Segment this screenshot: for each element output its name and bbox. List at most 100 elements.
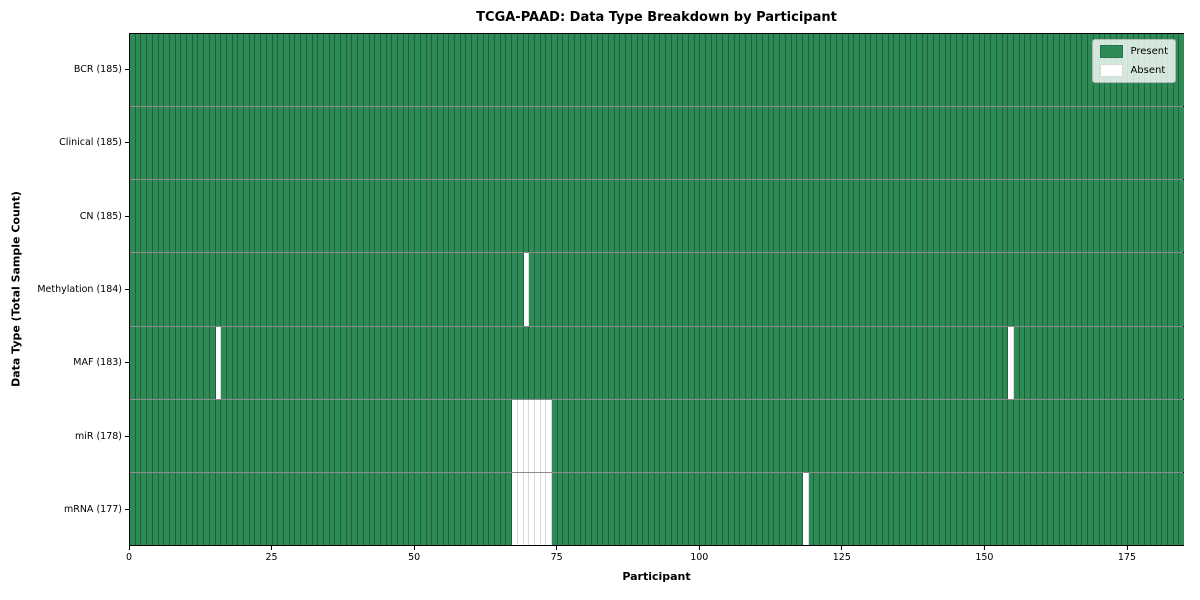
heatmap-cell-mir-participant-105 — [728, 399, 735, 472]
heatmap-cell-maf-participant-53 — [432, 326, 438, 399]
y-tick-mark — [125, 142, 129, 144]
heatmap-cell-maf-participant-76 — [563, 326, 570, 399]
heatmap-cell-cn-participant-115 — [785, 180, 792, 253]
heatmap-cell-bcr-participant-73 — [546, 34, 553, 107]
heatmap-cell-methylation-participant-166 — [1076, 253, 1083, 326]
heatmap-cell-cn-participant-61 — [477, 180, 484, 253]
heatmap-cell-methylation-participant-155 — [1013, 253, 1020, 326]
heatmap-cell-clinical-participant-21 — [249, 107, 256, 180]
heatmap-cell-mrna-participant-91 — [648, 472, 655, 545]
heatmap-cell-mir-participant-111 — [763, 399, 769, 472]
heatmap-cell-mir-participant-46 — [392, 399, 399, 472]
heatmap-cell-clinical-participant-69 — [523, 107, 530, 180]
heatmap-cell-mir-participant-77 — [569, 399, 575, 472]
heatmap-cell-clinical-participant-125 — [842, 107, 849, 180]
heatmap-cell-mir-participant-6 — [164, 399, 170, 472]
heatmap-cell-cn-participant-160 — [1042, 180, 1049, 253]
heatmap-cell-maf-participant-52 — [426, 326, 433, 399]
heatmap-cell-bcr-participant-129 — [865, 34, 872, 107]
heatmap-cell-bcr-participant-31 — [306, 34, 313, 107]
heatmap-cell-mrna-participant-88 — [631, 472, 638, 545]
heatmap-cell-mrna-participant-47 — [398, 472, 404, 545]
heatmap-cell-cn-participant-141 — [934, 180, 940, 253]
heatmap-cell-maf-participant-14 — [209, 326, 216, 399]
heatmap-cell-clinical-participant-107 — [740, 107, 746, 180]
heatmap-cell-methylation-participant-123 — [831, 253, 838, 326]
heatmap-cell-clinical-participant-105 — [728, 107, 735, 180]
heatmap-cell-maf-participant-86 — [620, 326, 627, 399]
heatmap-cell-mrna-participant-148 — [974, 472, 980, 545]
heatmap-cell-maf-participant-48 — [403, 326, 410, 399]
heatmap-cell-clinical-participant-183 — [1173, 107, 1180, 180]
heatmap-cell-mrna-participant-58 — [460, 472, 467, 545]
heatmap-cell-maf-participant-182 — [1167, 326, 1174, 399]
heatmap-cell-methylation-participant-184 — [1179, 253, 1185, 326]
heatmap-cell-mir-participant-19 — [238, 399, 245, 472]
heatmap-cell-clinical-participant-101 — [706, 107, 712, 180]
heatmap-cell-mir-participant-114 — [780, 399, 786, 472]
heatmap-cell-cn-participant-19 — [238, 180, 245, 253]
heatmap-cell-clinical-participant-56 — [449, 107, 456, 180]
heatmap-cell-bcr-participant-123 — [831, 34, 838, 107]
heatmap-cell-maf-participant-167 — [1082, 326, 1089, 399]
heatmap-cell-maf-participant-153 — [1002, 326, 1009, 399]
heatmap-cell-clinical-participant-133 — [888, 107, 895, 180]
heatmap-cell-methylation-participant-67 — [512, 253, 518, 326]
y-tick-label-methylation: Methylation (184) — [37, 283, 122, 295]
heatmap-cell-mrna-participant-105 — [728, 472, 735, 545]
heatmap-cell-mir-participant-95 — [671, 399, 678, 472]
heatmap-cell-maf-participant-108 — [745, 326, 752, 399]
heatmap-cell-maf-participant-115 — [785, 326, 792, 399]
heatmap-cell-mir-participant-155 — [1013, 399, 1020, 472]
heatmap-cell-clinical-participant-141 — [934, 107, 940, 180]
heatmap-cell-bcr-participant-128 — [860, 34, 866, 107]
heatmap-cell-methylation-participant-39 — [352, 253, 359, 326]
heatmap-cell-clinical-participant-104 — [723, 107, 729, 180]
heatmap-cell-mrna-participant-28 — [289, 472, 296, 545]
heatmap-cell-mir-participant-130 — [871, 399, 878, 472]
heatmap-cell-methylation-participant-176 — [1133, 253, 1140, 326]
heatmap-cell-methylation-participant-139 — [922, 253, 929, 326]
heatmap-cell-maf-participant-20 — [244, 326, 250, 399]
heatmap-cell-mir-participant-170 — [1099, 399, 1106, 472]
heatmap-cell-bcr-participant-148 — [974, 34, 980, 107]
heatmap-cell-mrna-participant-170 — [1099, 472, 1106, 545]
heatmap-cell-mrna-participant-101 — [706, 472, 712, 545]
heatmap-cell-mrna-participant-141 — [934, 472, 940, 545]
heatmap-cell-clinical-participant-42 — [369, 107, 376, 180]
heatmap-cell-methylation-participant-179 — [1150, 253, 1157, 326]
heatmap-cell-mrna-participant-146 — [962, 472, 969, 545]
heatmap-cell-mrna-participant-134 — [894, 472, 900, 545]
heatmap-cell-clinical-participant-149 — [979, 107, 986, 180]
heatmap-cell-mir-participant-36 — [335, 399, 342, 472]
heatmap-cell-mir-participant-12 — [198, 399, 205, 472]
heatmap-cell-mrna-participant-72 — [540, 472, 547, 545]
heatmap-cell-cn-participant-162 — [1053, 180, 1060, 253]
heatmap-cell-maf-participant-73 — [546, 326, 553, 399]
heatmap-cell-cn-participant-176 — [1133, 180, 1140, 253]
heatmap-cell-clinical-participant-85 — [614, 107, 621, 180]
heatmap-cell-mrna-participant-30 — [301, 472, 307, 545]
heatmap-cell-maf-participant-172 — [1110, 326, 1117, 399]
heatmap-cell-methylation-participant-75 — [557, 253, 564, 326]
heatmap-cell-methylation-participant-68 — [517, 253, 524, 326]
heatmap-cell-cn-participant-178 — [1145, 180, 1151, 253]
heatmap-cell-methylation-participant-58 — [460, 253, 467, 326]
y-tick-label-maf: MAF (183) — [73, 357, 122, 369]
heatmap-cell-mrna-participant-2 — [141, 472, 148, 545]
heatmap-cell-clinical-participant-72 — [540, 107, 547, 180]
heatmap-cell-methylation-participant-156 — [1019, 253, 1026, 326]
heatmap-cell-clinical-participant-116 — [791, 107, 798, 180]
heatmap-cell-clinical-participant-156 — [1019, 107, 1026, 180]
heatmap-cell-maf-participant-174 — [1122, 326, 1129, 399]
heatmap-cell-cn-participant-73 — [546, 180, 553, 253]
heatmap-cell-mrna-participant-118 — [802, 472, 809, 545]
heatmap-cell-mrna-participant-97 — [683, 472, 689, 545]
heatmap-cell-cn-participant-70 — [529, 180, 535, 253]
heatmap-cell-clinical-participant-53 — [432, 107, 438, 180]
heatmap-cell-maf-participant-122 — [825, 326, 832, 399]
heatmap-cell-bcr-participant-113 — [774, 34, 781, 107]
heatmap-cell-methylation-participant-57 — [455, 253, 461, 326]
heatmap-cell-mrna-participant-102 — [711, 472, 718, 545]
heatmap-cell-methylation-participant-64 — [495, 253, 501, 326]
